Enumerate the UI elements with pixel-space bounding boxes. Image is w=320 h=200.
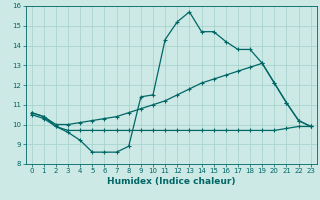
X-axis label: Humidex (Indice chaleur): Humidex (Indice chaleur) xyxy=(107,177,236,186)
